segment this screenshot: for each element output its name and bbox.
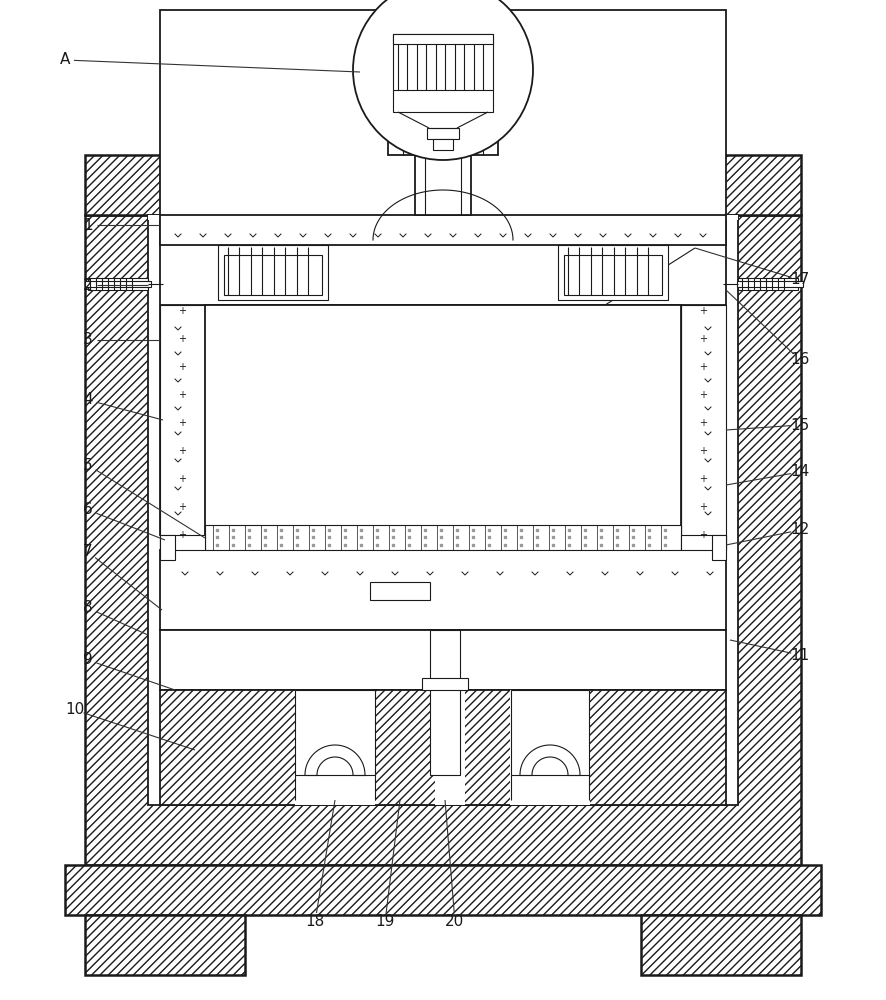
Bar [65,865,821,915]
Bar [370,582,430,600]
Text: 12: 12 [790,522,810,538]
Bar [160,215,726,245]
Text: 18: 18 [306,914,324,930]
Text: +: + [699,446,707,456]
Bar [681,305,726,550]
Text: +: + [699,306,707,316]
Bar [160,535,175,560]
Bar [681,535,726,550]
Bar [85,281,151,287]
Text: 5: 5 [83,458,93,473]
Text: 4: 4 [83,392,93,408]
Bar [88,278,148,290]
Bar [148,215,738,805]
Text: +: + [178,502,186,512]
Text: 3: 3 [83,332,93,348]
Text: 10: 10 [66,702,85,718]
Text: 14: 14 [790,464,810,480]
Text: 20: 20 [446,914,464,930]
Bar [160,550,726,630]
Text: +: + [178,530,186,540]
Bar [85,915,245,975]
Bar [160,10,726,535]
Text: 15: 15 [790,418,810,432]
Bar [712,535,726,560]
Bar [205,305,219,550]
Bar [224,255,322,295]
Bar [667,305,681,550]
Text: 17: 17 [790,272,810,288]
Text: +: + [699,502,707,512]
Bar [433,139,453,150]
Bar [160,535,205,550]
Text: 6: 6 [83,502,93,518]
Text: +: + [699,530,707,540]
Bar [415,145,471,215]
Bar [85,155,801,215]
Bar [510,690,590,805]
Circle shape [353,0,533,160]
Text: +: + [178,390,186,400]
Bar [393,34,493,112]
Text: +: + [178,362,186,372]
Text: +: + [178,446,186,456]
Text: 8: 8 [83,600,93,615]
Bar [205,525,681,550]
Text: +: + [178,474,186,484]
Bar [427,128,459,139]
Text: 7: 7 [83,544,93,560]
Text: +: + [178,334,186,344]
Text: 9: 9 [83,652,93,668]
Bar [218,245,328,300]
Bar [641,915,801,975]
Bar [160,305,205,550]
Text: 2: 2 [83,277,93,292]
Text: +: + [699,334,707,344]
Text: +: + [178,418,186,428]
Bar [388,85,498,155]
Text: +: + [699,418,707,428]
Text: 11: 11 [790,648,810,662]
Bar [148,215,738,220]
Bar [738,278,798,290]
Bar [564,255,662,295]
Text: 19: 19 [376,914,394,930]
Text: A: A [60,52,70,68]
Bar [160,690,726,805]
Bar [205,305,681,535]
Bar [558,245,668,300]
Text: 16: 16 [790,353,810,367]
Bar [393,34,493,44]
Bar [430,630,460,775]
Text: +: + [178,306,186,316]
Text: +: + [699,474,707,484]
Bar [160,630,726,690]
Text: 1: 1 [83,218,93,232]
Bar [295,690,375,775]
Bar [422,678,468,690]
Bar [435,690,465,805]
Bar [511,690,589,775]
Bar [85,215,801,865]
Text: +: + [699,390,707,400]
Bar [737,281,803,287]
Text: +: + [699,362,707,372]
Bar [295,690,375,805]
